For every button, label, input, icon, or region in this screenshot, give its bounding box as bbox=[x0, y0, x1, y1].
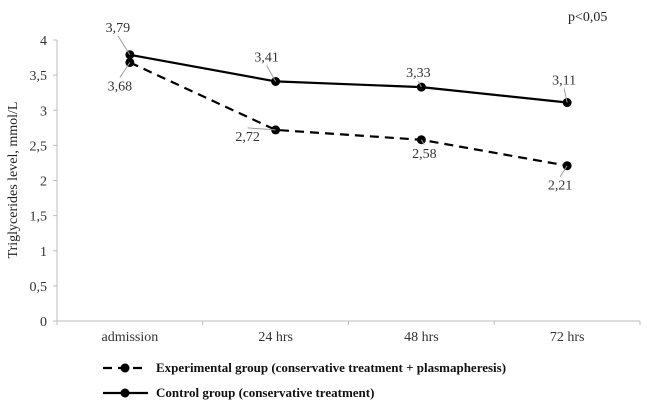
data-label: 2,72 bbox=[235, 130, 260, 145]
data-label: 3,11 bbox=[552, 74, 576, 89]
y-tick-label: 3 bbox=[40, 104, 47, 119]
x-tick-label: 48 hrs bbox=[404, 330, 439, 345]
y-tick-label: 2,5 bbox=[30, 139, 48, 154]
y-tick-label: 4 bbox=[40, 34, 47, 49]
data-label-leader bbox=[247, 127, 276, 131]
data-label: 2,21 bbox=[548, 179, 573, 194]
y-tick-label: 0 bbox=[40, 315, 47, 330]
x-tick-label: admission bbox=[101, 330, 158, 345]
data-label-leader bbox=[117, 35, 131, 56]
legend-swatch-marker bbox=[120, 388, 130, 398]
data-label-leader bbox=[420, 139, 425, 146]
data-label: 3,33 bbox=[406, 66, 431, 81]
y-tick-label: 0,5 bbox=[30, 280, 48, 295]
data-label: 3,41 bbox=[254, 50, 279, 65]
y-tick-labels: 0 0,5 1 1,5 2 2,5 3 3,5 4 bbox=[30, 34, 48, 330]
data-label: 3,79 bbox=[106, 21, 131, 36]
x-tick-label: 24 hrs bbox=[258, 330, 293, 345]
data-label-leader bbox=[266, 65, 277, 82]
axes bbox=[53, 39, 641, 325]
data-label-leader bbox=[417, 80, 422, 88]
p-value-annotation: p<0,05 bbox=[568, 10, 607, 25]
y-tick-label: 2 bbox=[40, 175, 47, 190]
x-tick-labels: admission 24 hrs 48 hrs 72 hrs bbox=[101, 330, 584, 345]
data-label-leader bbox=[563, 88, 568, 103]
y-tick-label: 3,5 bbox=[30, 69, 48, 84]
data-label: 3,68 bbox=[108, 79, 133, 94]
data-labels: 3,68 2,72 2,58 2,21 3,79 3,41 3,33 3,11 bbox=[106, 21, 576, 194]
data-point bbox=[125, 57, 135, 67]
y-tick-label: 1,5 bbox=[30, 210, 48, 225]
legend-entry: Control group (conservative treatment) bbox=[156, 385, 374, 400]
data-label: 2,58 bbox=[412, 147, 437, 162]
legend-swatch-marker bbox=[120, 363, 130, 373]
y-tick-label: 1 bbox=[40, 245, 47, 260]
legend-entry: Experimental group (conservative treatme… bbox=[156, 360, 506, 375]
series-line-control bbox=[129, 53, 568, 104]
series-line-experimental bbox=[129, 61, 568, 167]
data-label-leader bbox=[559, 165, 568, 178]
y-axis-label: Triglycerides level, mmol/L bbox=[6, 102, 21, 259]
series-points bbox=[125, 50, 572, 171]
series-lines bbox=[129, 53, 568, 167]
data-label-leader bbox=[119, 62, 131, 78]
legend: Experimental group (conservative treatme… bbox=[103, 360, 506, 400]
x-tick-label: 72 hrs bbox=[550, 330, 585, 345]
